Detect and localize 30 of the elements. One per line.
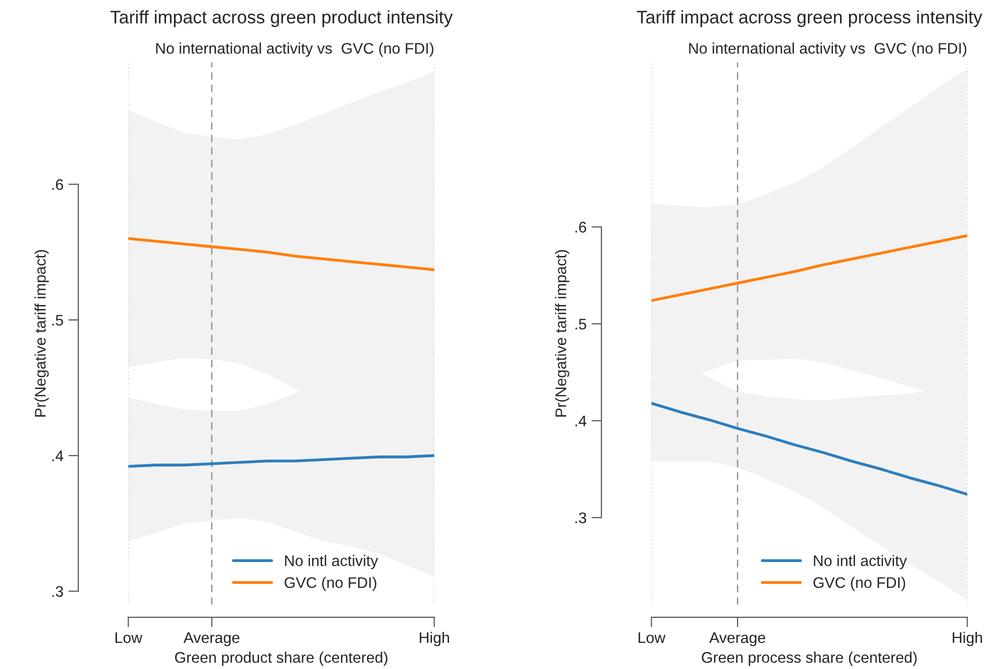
y-tick-label: .4 bbox=[52, 450, 64, 462]
legend-label: GVC (no FDI) bbox=[813, 576, 906, 592]
line-series bbox=[651, 234, 968, 302]
x-axis-title: Green process share (centered) bbox=[702, 652, 917, 666]
line-series bbox=[651, 402, 968, 496]
y-axis-title: Pr(Negative tariff impact) bbox=[34, 250, 49, 417]
y-tick-label: .6 bbox=[52, 179, 64, 190]
x-tick-label: High bbox=[952, 632, 982, 646]
chart-subtitle: No international activity vs GVC (no FDI) bbox=[156, 42, 434, 57]
line-series bbox=[128, 237, 434, 272]
chart-subtitle: No international activity vs GVC (no FDI) bbox=[689, 42, 966, 57]
x-tick-label: Low bbox=[116, 632, 142, 644]
x-tick-label: Average bbox=[709, 632, 766, 646]
x-tick-label: High bbox=[420, 632, 449, 646]
y-axis-title: Pr(Negative tariff impact) bbox=[555, 250, 570, 417]
chart-title: Tariff impact across green process intensity bbox=[636, 10, 982, 28]
y-tick-label: .4 bbox=[575, 416, 586, 426]
legend-label: No intl activity bbox=[814, 554, 907, 570]
x-tick-label: Low bbox=[638, 632, 666, 644]
legend-label: No intl activity bbox=[285, 554, 378, 570]
x-axis-title: Green product share (centered) bbox=[175, 652, 388, 666]
y-tick-label: .3 bbox=[52, 586, 64, 597]
line-series bbox=[128, 454, 434, 468]
chart-title: Tariff impact across green product intensity bbox=[110, 10, 453, 28]
y-tick-label: .3 bbox=[575, 512, 586, 524]
y-tick-label: .5 bbox=[52, 314, 64, 326]
y-tick-label: .6 bbox=[575, 222, 586, 233]
x-tick-label: Average bbox=[183, 632, 240, 646]
legend-label: GVC (no FDI) bbox=[284, 576, 376, 592]
y-tick-label: .5 bbox=[575, 318, 586, 330]
